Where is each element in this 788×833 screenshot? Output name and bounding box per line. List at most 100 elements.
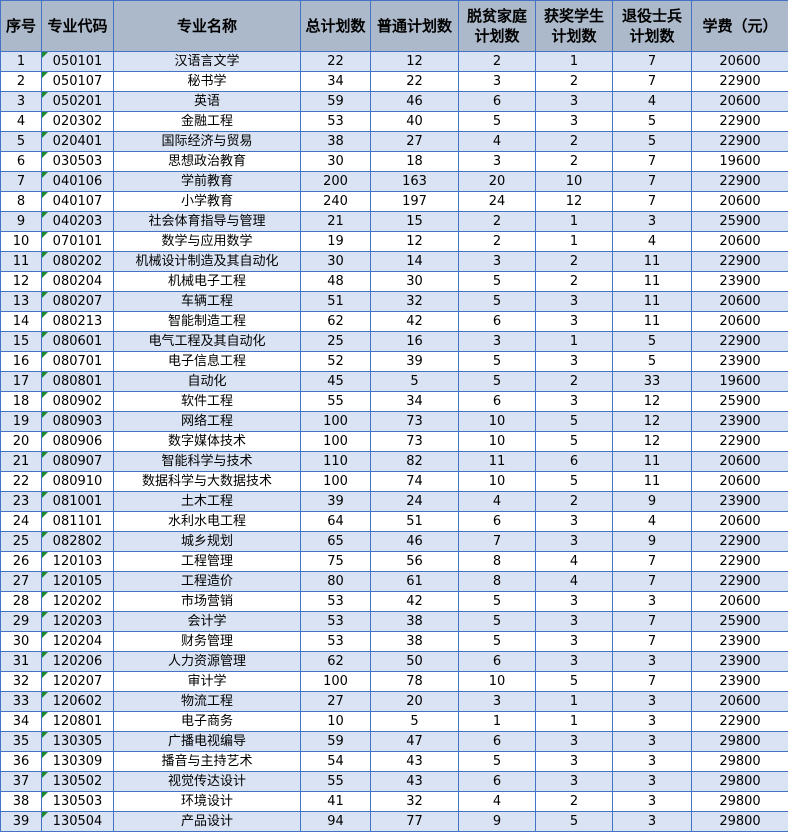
cell-total-plan[interactable]: 94 bbox=[300, 811, 371, 832]
cell-veteran-plan[interactable]: 7 bbox=[612, 611, 692, 632]
cell-veteran-plan[interactable]: 3 bbox=[612, 771, 692, 792]
cell-veteran-plan[interactable]: 9 bbox=[612, 531, 692, 552]
cell-award-student-plan[interactable]: 4 bbox=[535, 551, 613, 572]
cell-award-student-plan[interactable]: 6 bbox=[535, 451, 613, 472]
cell-poverty-family-plan[interactable]: 8 bbox=[458, 551, 536, 572]
cell-poverty-family-plan[interactable]: 6 bbox=[458, 731, 536, 752]
cell-tuition[interactable]: 29800 bbox=[691, 731, 788, 752]
cell-general-plan[interactable]: 15 bbox=[370, 211, 459, 232]
cell-poverty-family-plan[interactable]: 8 bbox=[458, 571, 536, 592]
cell-major-name[interactable]: 环境设计 bbox=[113, 791, 301, 812]
cell-general-plan[interactable]: 12 bbox=[370, 231, 459, 252]
cell-major-code[interactable]: 120103 bbox=[41, 551, 114, 572]
cell-index[interactable]: 8 bbox=[0, 191, 42, 212]
cell-award-student-plan[interactable]: 3 bbox=[535, 611, 613, 632]
cell-major-name[interactable]: 城乡规划 bbox=[113, 531, 301, 552]
cell-veteran-plan[interactable]: 3 bbox=[612, 651, 692, 672]
cell-total-plan[interactable]: 30 bbox=[300, 251, 371, 272]
cell-award-student-plan[interactable]: 3 bbox=[535, 771, 613, 792]
cell-poverty-family-plan[interactable]: 11 bbox=[458, 451, 536, 472]
cell-tuition[interactable]: 25900 bbox=[691, 391, 788, 412]
cell-general-plan[interactable]: 42 bbox=[370, 311, 459, 332]
cell-award-student-plan[interactable]: 1 bbox=[535, 211, 613, 232]
cell-general-plan[interactable]: 43 bbox=[370, 751, 459, 772]
cell-award-student-plan[interactable]: 2 bbox=[535, 131, 613, 152]
cell-poverty-family-plan[interactable]: 7 bbox=[458, 531, 536, 552]
cell-major-code[interactable]: 080907 bbox=[41, 451, 114, 472]
cell-award-student-plan[interactable]: 3 bbox=[535, 111, 613, 132]
cell-tuition[interactable]: 20600 bbox=[691, 471, 788, 492]
cell-poverty-family-plan[interactable]: 6 bbox=[458, 771, 536, 792]
cell-total-plan[interactable]: 10 bbox=[300, 711, 371, 732]
cell-index[interactable]: 23 bbox=[0, 491, 42, 512]
cell-major-name[interactable]: 汉语言文学 bbox=[113, 51, 301, 72]
cell-award-student-plan[interactable]: 3 bbox=[535, 651, 613, 672]
cell-poverty-family-plan[interactable]: 10 bbox=[458, 411, 536, 432]
cell-poverty-family-plan[interactable]: 3 bbox=[458, 151, 536, 172]
cell-poverty-family-plan[interactable]: 10 bbox=[458, 471, 536, 492]
cell-award-student-plan[interactable]: 5 bbox=[535, 471, 613, 492]
cell-total-plan[interactable]: 53 bbox=[300, 611, 371, 632]
cell-major-name[interactable]: 机械设计制造及其自动化 bbox=[113, 251, 301, 272]
cell-poverty-family-plan[interactable]: 10 bbox=[458, 671, 536, 692]
cell-total-plan[interactable]: 53 bbox=[300, 591, 371, 612]
cell-index[interactable]: 24 bbox=[0, 511, 42, 532]
cell-tuition[interactable]: 19600 bbox=[691, 371, 788, 392]
cell-tuition[interactable]: 22900 bbox=[691, 111, 788, 132]
cell-award-student-plan[interactable]: 3 bbox=[535, 531, 613, 552]
cell-index[interactable]: 17 bbox=[0, 371, 42, 392]
cell-general-plan[interactable]: 27 bbox=[370, 131, 459, 152]
cell-award-student-plan[interactable]: 2 bbox=[535, 791, 613, 812]
cell-award-student-plan[interactable]: 3 bbox=[535, 511, 613, 532]
cell-index[interactable]: 35 bbox=[0, 731, 42, 752]
cell-total-plan[interactable]: 100 bbox=[300, 411, 371, 432]
cell-tuition[interactable]: 20600 bbox=[691, 451, 788, 472]
cell-major-name[interactable]: 数据科学与大数据技术 bbox=[113, 471, 301, 492]
cell-award-student-plan[interactable]: 2 bbox=[535, 151, 613, 172]
cell-poverty-family-plan[interactable]: 2 bbox=[458, 211, 536, 232]
cell-major-code[interactable]: 030503 bbox=[41, 151, 114, 172]
cell-veteran-plan[interactable]: 7 bbox=[612, 551, 692, 572]
cell-major-code[interactable]: 081101 bbox=[41, 511, 114, 532]
cell-general-plan[interactable]: 56 bbox=[370, 551, 459, 572]
cell-general-plan[interactable]: 38 bbox=[370, 611, 459, 632]
cell-veteran-plan[interactable]: 7 bbox=[612, 71, 692, 92]
cell-total-plan[interactable]: 52 bbox=[300, 351, 371, 372]
cell-index[interactable]: 31 bbox=[0, 651, 42, 672]
cell-index[interactable]: 30 bbox=[0, 631, 42, 652]
cell-index[interactable]: 33 bbox=[0, 691, 42, 712]
cell-major-name[interactable]: 金融工程 bbox=[113, 111, 301, 132]
cell-general-plan[interactable]: 50 bbox=[370, 651, 459, 672]
cell-total-plan[interactable]: 34 bbox=[300, 71, 371, 92]
cell-major-name[interactable]: 车辆工程 bbox=[113, 291, 301, 312]
cell-major-name[interactable]: 英语 bbox=[113, 91, 301, 112]
cell-veteran-plan[interactable]: 12 bbox=[612, 391, 692, 412]
cell-major-code[interactable]: 130309 bbox=[41, 751, 114, 772]
cell-total-plan[interactable]: 19 bbox=[300, 231, 371, 252]
cell-total-plan[interactable]: 38 bbox=[300, 131, 371, 152]
cell-major-name[interactable]: 市场营销 bbox=[113, 591, 301, 612]
cell-award-student-plan[interactable]: 3 bbox=[535, 391, 613, 412]
cell-total-plan[interactable]: 27 bbox=[300, 691, 371, 712]
cell-major-name[interactable]: 数字媒体技术 bbox=[113, 431, 301, 452]
cell-major-name[interactable]: 财务管理 bbox=[113, 631, 301, 652]
cell-general-plan[interactable]: 34 bbox=[370, 391, 459, 412]
cell-tuition[interactable]: 20600 bbox=[691, 291, 788, 312]
cell-general-plan[interactable]: 22 bbox=[370, 71, 459, 92]
cell-tuition[interactable]: 29800 bbox=[691, 811, 788, 832]
cell-index[interactable]: 34 bbox=[0, 711, 42, 732]
cell-major-code[interactable]: 080910 bbox=[41, 471, 114, 492]
cell-major-code[interactable]: 120105 bbox=[41, 571, 114, 592]
cell-total-plan[interactable]: 200 bbox=[300, 171, 371, 192]
cell-major-name[interactable]: 电子信息工程 bbox=[113, 351, 301, 372]
cell-tuition[interactable]: 29800 bbox=[691, 751, 788, 772]
cell-poverty-family-plan[interactable]: 9 bbox=[458, 811, 536, 832]
cell-tuition[interactable]: 20600 bbox=[691, 231, 788, 252]
cell-tuition[interactable]: 23900 bbox=[691, 491, 788, 512]
cell-award-student-plan[interactable]: 2 bbox=[535, 71, 613, 92]
cell-index[interactable]: 20 bbox=[0, 431, 42, 452]
cell-poverty-family-plan[interactable]: 6 bbox=[458, 91, 536, 112]
cell-general-plan[interactable]: 18 bbox=[370, 151, 459, 172]
cell-award-student-plan[interactable]: 2 bbox=[535, 371, 613, 392]
cell-general-plan[interactable]: 39 bbox=[370, 351, 459, 372]
